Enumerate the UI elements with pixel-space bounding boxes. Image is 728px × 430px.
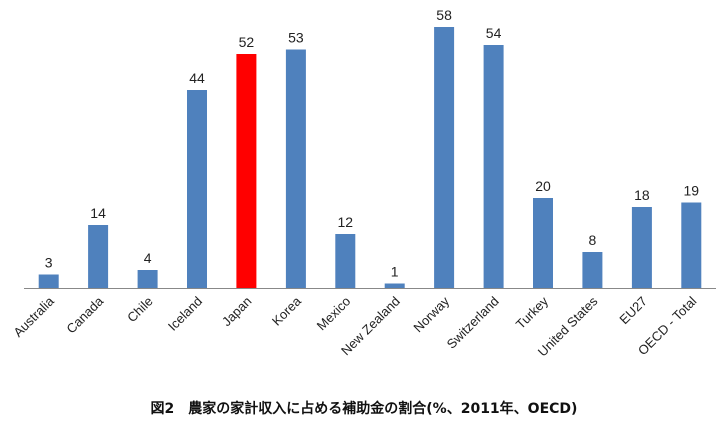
tick-label-australia: Australia	[10, 293, 57, 340]
bar-mexico	[335, 234, 356, 288]
bar-oecd-total	[681, 202, 702, 288]
bar-chile	[137, 270, 158, 288]
bar-norway	[434, 27, 455, 288]
tick-label-norway: Norway	[410, 293, 452, 335]
value-label-switzerland: 54	[486, 25, 502, 41]
bar-japan	[236, 54, 257, 288]
bars-group	[38, 27, 702, 288]
tick-label-eu27: EU27	[616, 294, 650, 328]
value-label-united-states: 8	[589, 232, 597, 248]
tick-label-chile: Chile	[124, 294, 156, 326]
value-label-iceland: 44	[189, 70, 205, 86]
tick-label-japan: Japan	[219, 294, 255, 330]
tick-label-turkey: Turkey	[513, 293, 552, 332]
tick-label-korea: Korea	[269, 293, 305, 329]
tick-labels-group: Australia Canada Chile Iceland Japan Korea Mex…	[10, 293, 699, 359]
value-label-korea: 53	[288, 30, 304, 46]
value-label-eu27: 18	[634, 187, 650, 203]
value-label-canada: 14	[90, 205, 106, 221]
bar-united-states	[582, 252, 603, 288]
tick-label-switzerland: Switzerland	[444, 294, 502, 352]
tick-label-iceland: Iceland	[165, 294, 205, 334]
bar-iceland	[187, 90, 207, 288]
value-label-japan: 52	[239, 34, 255, 50]
value-label-norway: 58	[436, 7, 452, 23]
value-label-turkey: 20	[535, 178, 551, 194]
tick-label-canada: Canada	[63, 293, 106, 336]
chart-title: 図2 農家の家計収入に占める補助金の割合(%、2011年、OECD)	[150, 401, 578, 417]
tick-label-mexico: Mexico	[314, 294, 354, 334]
value-label-oecd-total: 19	[684, 183, 700, 199]
bar-turkey	[533, 198, 553, 288]
bar-australia	[38, 274, 59, 288]
bar-canada	[88, 225, 109, 288]
bar-korea	[285, 49, 306, 288]
bar-new-zealand	[384, 283, 405, 288]
value-label-mexico: 12	[338, 214, 354, 230]
bar-eu27	[631, 207, 652, 288]
value-label-new-zealand: 1	[391, 264, 399, 280]
bar-switzerland	[483, 45, 504, 288]
value-label-australia: 3	[45, 255, 53, 271]
value-label-chile: 4	[144, 250, 152, 266]
